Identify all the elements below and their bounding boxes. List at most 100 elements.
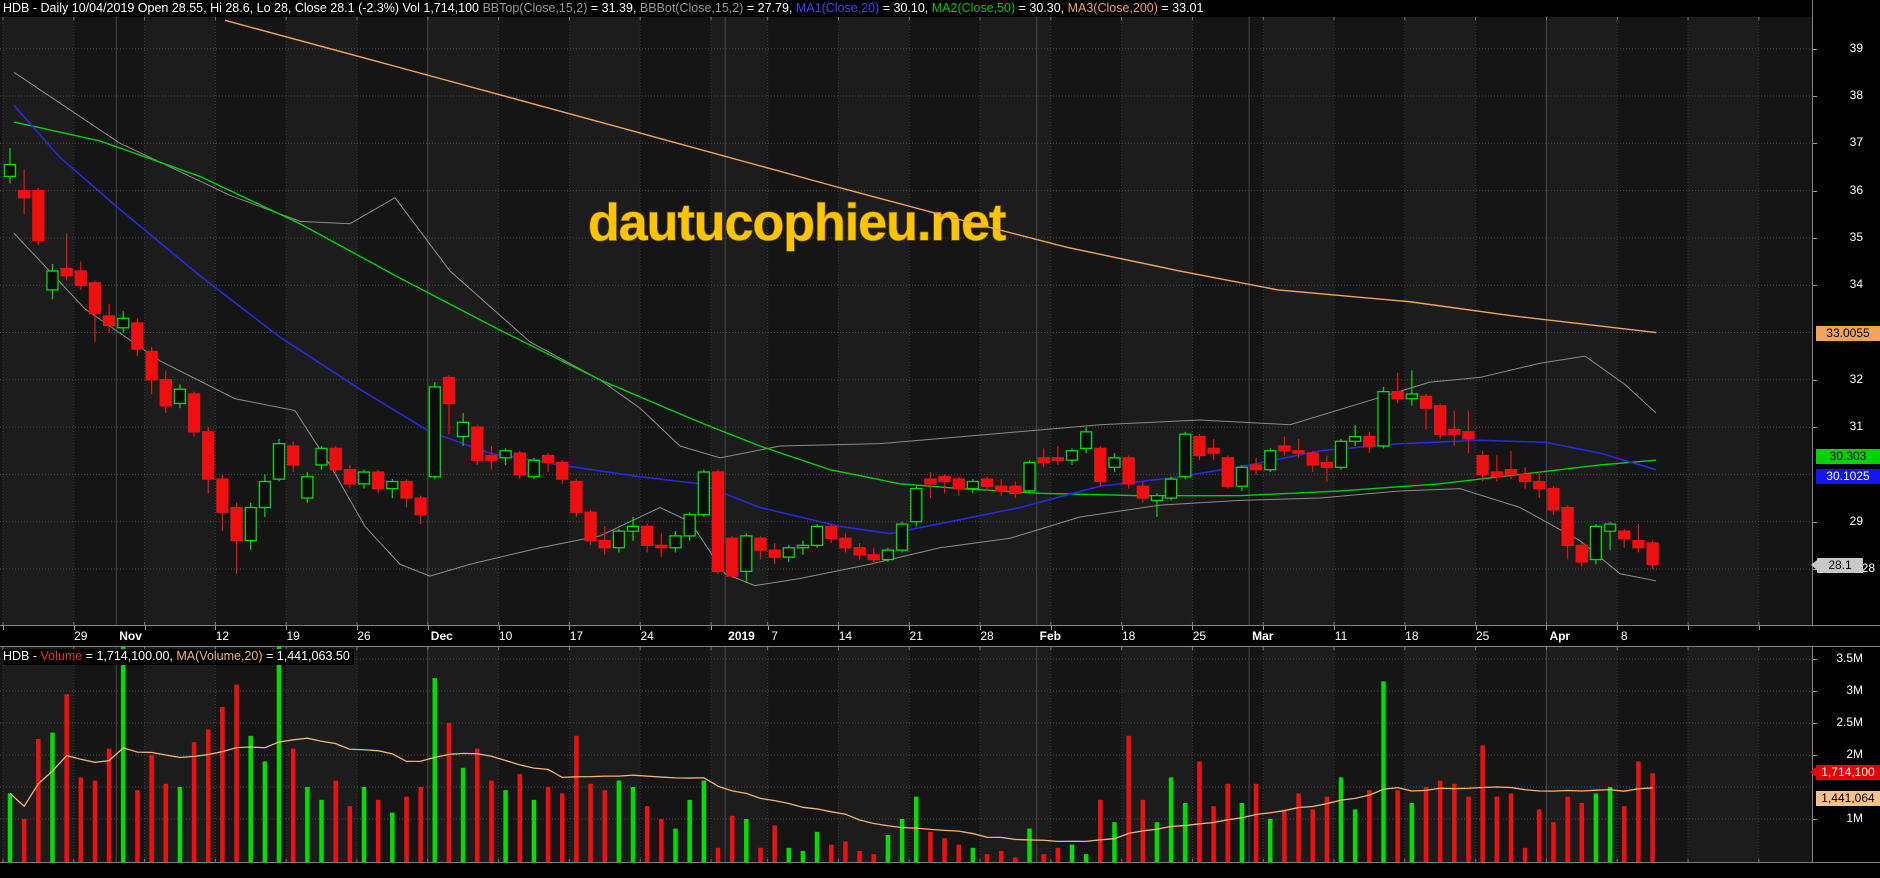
ma2-label: MA2(Close,50) [931, 1, 1016, 15]
volume-bar-down [984, 854, 990, 862]
volume-bar-down [475, 748, 480, 862]
volume-bar-up [800, 851, 806, 862]
volume-bar-down [135, 790, 140, 862]
candle-body-down [343, 469, 356, 485]
axis-tickmark [1813, 755, 1817, 756]
volume-bar-down [234, 684, 239, 862]
candle-body-up [173, 388, 187, 405]
volume-bar-down [1055, 847, 1061, 862]
volume-bar-down [1197, 761, 1202, 862]
axis-tick-label: 2.5M [1836, 715, 1863, 729]
volume-bar-down [1098, 799, 1103, 862]
candle-body-down [485, 454, 498, 461]
candle-body-up [1334, 440, 1348, 468]
candle-body-up [428, 386, 441, 478]
background-stripe [569, 17, 641, 625]
ma1-label: MA1(Close,20) [795, 1, 880, 15]
background-stripe [427, 17, 499, 625]
candle-body-down [541, 454, 555, 464]
candle-body-down [556, 461, 569, 480]
volume-bar-down [602, 790, 607, 862]
price-chart[interactable]: dautucophieu.net [0, 17, 1812, 625]
volume-bar-up [1607, 787, 1613, 862]
axis-tickmark [1813, 190, 1817, 192]
axis-value-chip: 1,441,064 [1816, 790, 1880, 806]
volume-bar-up [1338, 777, 1344, 862]
candle-body-down [768, 549, 781, 558]
axis-tickmark [1813, 521, 1817, 523]
x-axis-tick [1121, 626, 1123, 630]
volume-bar-down [1437, 780, 1443, 862]
volume-bar-up [687, 799, 692, 862]
candle-body-down [1476, 454, 1489, 476]
price-axis[interactable]: 39 38 37 36 35 34 32 31 29 28 3.5M 3M 2.5M 2M 1M 33.005… [1810, 0, 1880, 878]
candle-body-down [1561, 506, 1574, 547]
candle-body-up [1179, 433, 1192, 478]
x-axis-label: 29 [74, 629, 88, 643]
candle-body-down [1419, 395, 1433, 409]
background-stripe [357, 17, 428, 625]
watermark-text: dautucophieu.net [588, 194, 1006, 252]
volume-bar-down [1211, 806, 1216, 862]
volume-bar-down [772, 825, 777, 862]
axis-tick-label: 35 [1849, 229, 1863, 244]
candle-body-down [995, 485, 1008, 492]
x-axis-tick [1192, 626, 1194, 630]
x-axis-tick [1617, 626, 1619, 630]
volume-bar-down [489, 780, 494, 862]
candle-body-down [60, 267, 73, 277]
x-axis-tick [215, 626, 217, 630]
axis-tickmark [1813, 143, 1817, 145]
candle-body-down [471, 426, 484, 461]
volume-ma-line [9, 737, 1653, 843]
volume-bar-down [1480, 745, 1485, 862]
candle-body-up [1150, 495, 1164, 502]
x-axis-tick [73, 626, 75, 630]
background-stripe [1192, 17, 1264, 625]
volume-bar-down [574, 735, 579, 862]
axis-tick-label: 36 [1849, 182, 1863, 197]
volume-bar-up [786, 847, 792, 862]
volume-bar-down [64, 694, 69, 862]
candle-body-up [1589, 525, 1603, 561]
volume-bar-up [899, 819, 905, 862]
volume-bar-up [7, 793, 13, 862]
candle-body-down [1632, 539, 1645, 549]
ma200-line [224, 19, 1657, 334]
candle-body-up [1603, 523, 1617, 532]
volume-bar-down [92, 780, 98, 862]
x-axis-tick [1688, 626, 1690, 630]
volume-bar-down [956, 844, 961, 862]
candle-body-up [810, 525, 824, 546]
volume-chart[interactable] [0, 647, 1812, 862]
time-axis[interactable]: 29 Nov 12 19 26 Dec 10 17 24 2019 7 14 21 28 Feb 18 25 Ma… [0, 625, 1880, 647]
background-stripe [3, 17, 74, 625]
candle-body-down [88, 282, 102, 315]
background-stripe [1617, 17, 1689, 625]
volume-bar-down [1395, 790, 1400, 862]
candle-body-down [938, 476, 951, 483]
bottom-strip [0, 862, 1880, 878]
axis-value-chip: 1,714,100 [1810, 765, 1880, 781]
x-axis-tick [640, 626, 642, 630]
volume-bar-down [559, 793, 565, 862]
x-axis-label: 18 [1121, 629, 1136, 643]
candle-body-down [1221, 457, 1234, 487]
axis-tickmark [1813, 819, 1817, 820]
axis-value-chip: 33.0055 [1816, 326, 1880, 342]
candle-body-down [711, 471, 725, 573]
candle-body-down [853, 547, 866, 556]
background-stripe [980, 647, 1051, 862]
volume-bar-down [545, 787, 551, 862]
axis-tickmark [1813, 379, 1817, 381]
candle-body-down [1618, 530, 1631, 539]
ma20-line [13, 104, 1657, 535]
volume-bar-down [1551, 822, 1556, 862]
x-axis-tick [1334, 626, 1336, 630]
volume-bar-down [220, 707, 225, 862]
axis-tick-label: 32 [1849, 371, 1863, 386]
x-axis-label: 25 [1475, 629, 1490, 643]
candle-body-down [372, 471, 385, 490]
candle-body-down [1391, 390, 1404, 400]
